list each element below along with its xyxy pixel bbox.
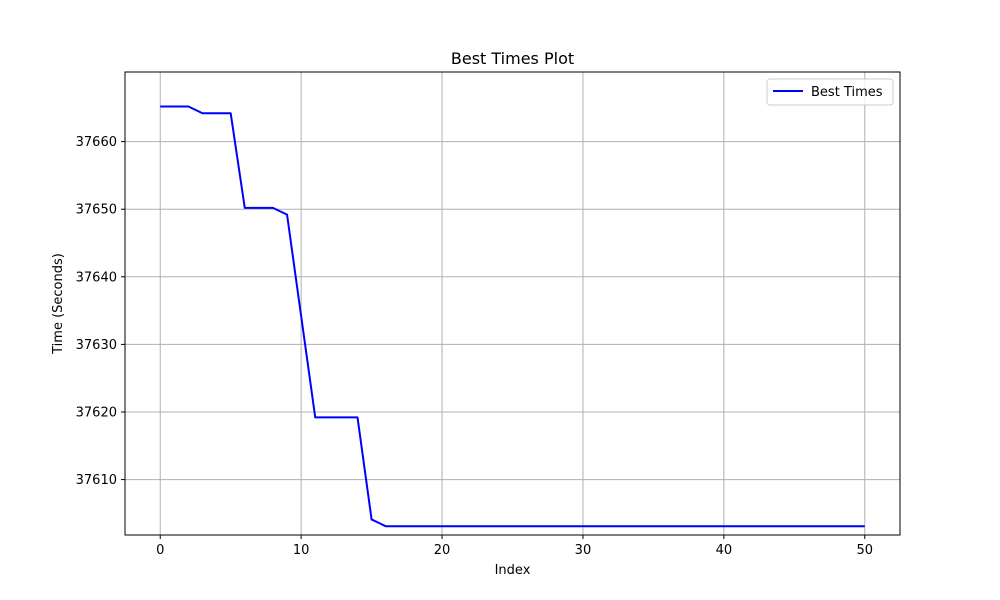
y-axis-label: Time (Seconds) — [51, 253, 66, 355]
tick-layer: 0 10 20 30 40 50 37610 37620 37630 37640 37650 3766… — [76, 135, 873, 558]
legend-box — [766, 78, 894, 106]
legend: Best Times — [766, 78, 894, 106]
legend-label: Best Times — [811, 85, 883, 100]
y-tick-label: 37610 — [76, 473, 117, 488]
x-tick-label: 40 — [716, 543, 733, 558]
chart-title: Best Times Plot — [451, 49, 574, 68]
x-tick-label: 30 — [575, 543, 592, 558]
y-tick-label: 37660 — [76, 135, 117, 150]
y-tick-label: 37630 — [76, 338, 117, 353]
y-tick-label: 37620 — [76, 405, 117, 420]
y-tick-label: 37640 — [76, 270, 117, 285]
plot-area-frame — [124, 71, 901, 536]
x-tick-label: 0 — [156, 543, 164, 558]
y-tick-label: 37650 — [76, 203, 117, 218]
x-tick-label: 10 — [293, 543, 310, 558]
x-tick-label: 50 — [856, 543, 873, 558]
x-tick-label: 20 — [434, 543, 451, 558]
grid-layer — [125, 72, 900, 535]
series-layer — [160, 105, 865, 528]
series-line-best-times — [160, 105, 865, 528]
x-axis-label: Index — [495, 563, 531, 578]
